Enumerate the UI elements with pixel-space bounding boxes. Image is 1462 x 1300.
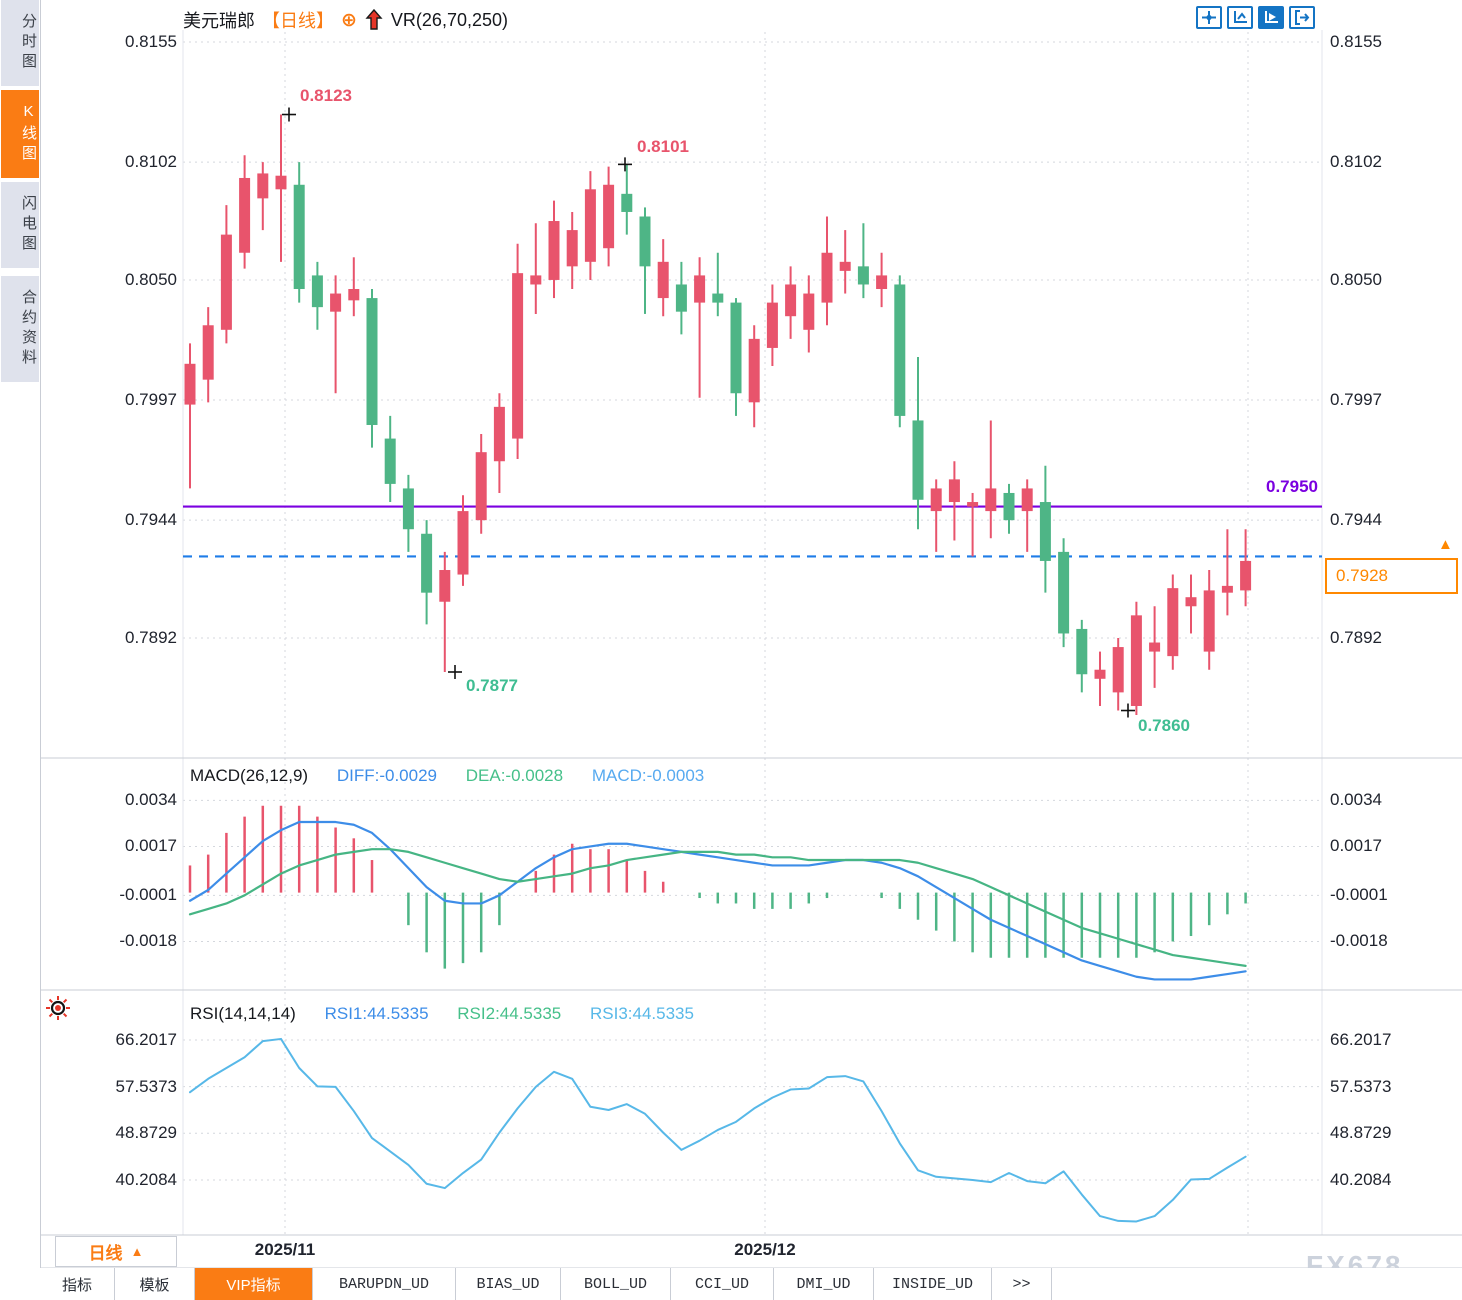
sidebar-item-flash-chart[interactable]: 闪电图 bbox=[1, 182, 39, 268]
tab-dmi-ud[interactable]: DMI_UD bbox=[774, 1268, 874, 1300]
sidebar-item-contract-info[interactable]: 合约资料 bbox=[1, 276, 39, 382]
tab-vip-indicators[interactable]: VIP指标 bbox=[195, 1268, 313, 1300]
period-selector[interactable]: 日线 ▲ bbox=[55, 1236, 177, 1267]
period-label: 日线 bbox=[88, 1244, 123, 1263]
chevron-up-icon: ▲ bbox=[130, 1244, 144, 1259]
axis-scale-icon[interactable] bbox=[1227, 6, 1253, 29]
sidebar-item-kline-chart[interactable]: K线图 bbox=[1, 90, 39, 178]
add-indicator-icon[interactable]: ⊕ bbox=[341, 9, 357, 31]
tab-inside-ud[interactable]: INSIDE_UD bbox=[874, 1268, 992, 1300]
indicator-tabbar: 指标 模板 VIP指标 BARUPDN_UD BIAS_UD BOLL_UD CCI_UD D… bbox=[40, 1268, 1462, 1300]
tab-more-tabs[interactable]: >> bbox=[992, 1268, 1052, 1300]
tab-indicators[interactable]: 指标 bbox=[40, 1268, 115, 1300]
tab-boll-ud[interactable]: BOLL_UD bbox=[561, 1268, 671, 1300]
sidebar-item-timeshare-chart[interactable]: 分时图 bbox=[1, 0, 39, 86]
tab-templates[interactable]: 模板 bbox=[115, 1268, 195, 1300]
exit-chart-icon[interactable] bbox=[1289, 6, 1315, 29]
tab-bias-ud[interactable]: BIAS_UD bbox=[456, 1268, 561, 1300]
axis-chart-icon[interactable] bbox=[1258, 6, 1284, 29]
tab-barupdn-ud[interactable]: BARUPDN_UD bbox=[313, 1268, 456, 1300]
chart-toolbar bbox=[1196, 6, 1315, 29]
sidebar: 分时图 K线图闪电图合约资料 bbox=[0, 0, 40, 1300]
move-crosshair-icon[interactable] bbox=[1196, 6, 1222, 29]
tab-cci-ud[interactable]: CCI_UD bbox=[671, 1268, 774, 1300]
indicator-settings-icon[interactable] bbox=[44, 994, 72, 1022]
